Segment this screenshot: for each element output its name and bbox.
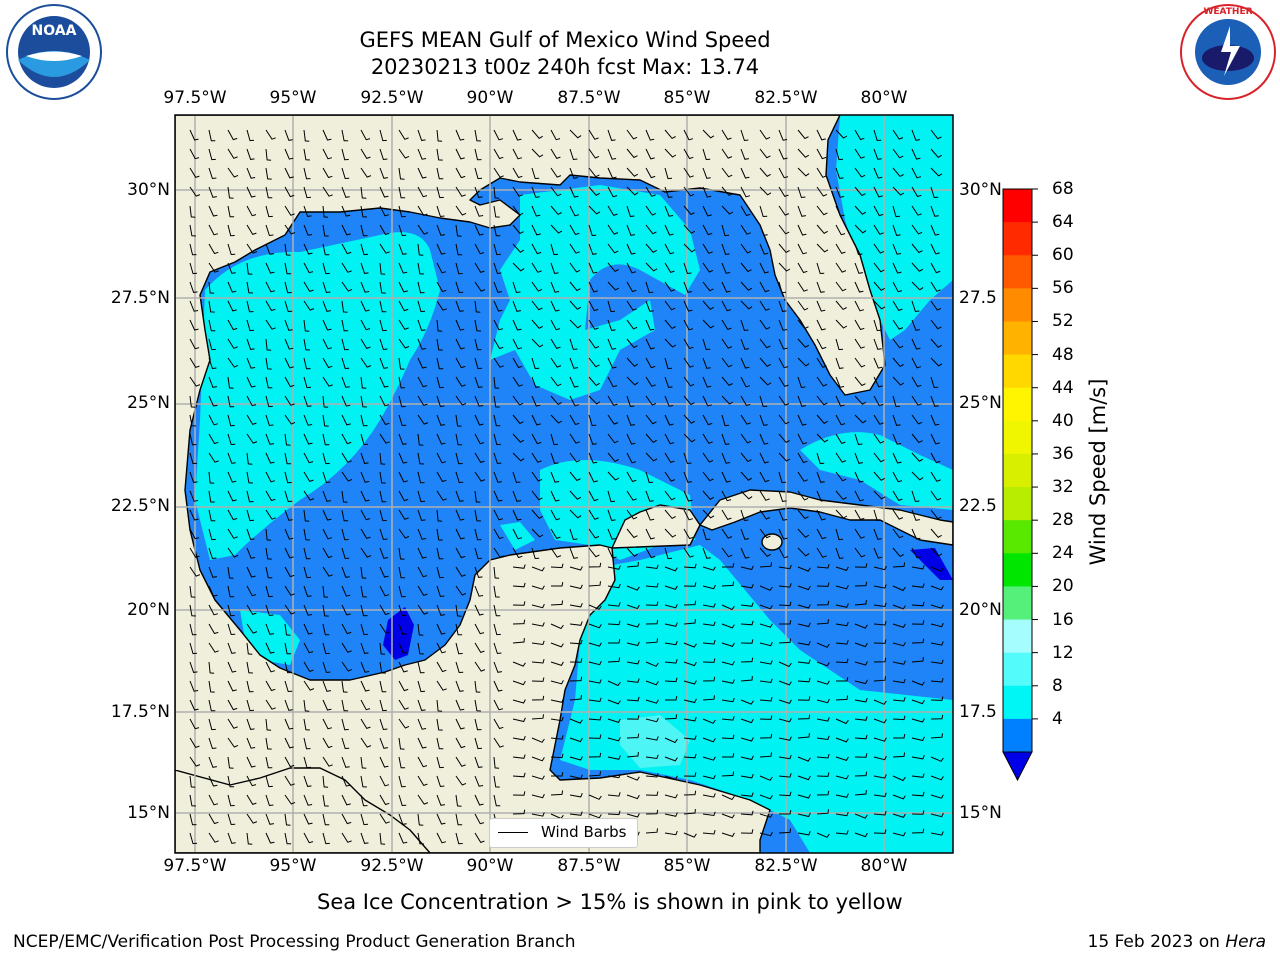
lon-label-bottom: 80°W <box>861 856 908 876</box>
lon-label-top: 90°W <box>467 88 514 108</box>
colorbar-segment <box>1003 222 1032 256</box>
lon-label-bottom: 82.5°W <box>754 856 817 876</box>
lon-label-top: 95°W <box>270 88 317 108</box>
colorbar-segment <box>1003 620 1032 654</box>
lon-label-top: 85°W <box>664 88 711 108</box>
lon-label-bottom: 85°W <box>664 856 711 876</box>
lat-label-right: 22.5 <box>959 496 997 516</box>
colorbar-segment <box>1003 454 1032 488</box>
colorbar-segment <box>1003 586 1032 620</box>
credit-text: NCEP/EMC/Verification Post Processing Pr… <box>13 932 576 952</box>
colorbar-tick-label: 12 <box>1052 643 1074 663</box>
colorbar-tick-label: 64 <box>1052 212 1074 232</box>
lat-label-left: 25°N <box>127 393 170 413</box>
colorbar-tick-label: 40 <box>1052 411 1074 431</box>
lon-label-top: 97.5°W <box>163 88 226 108</box>
colorbar-tick-label: 36 <box>1052 444 1074 464</box>
colorbar-segment <box>1003 487 1032 521</box>
colorbar-tick-label: 68 <box>1052 179 1074 199</box>
colorbar <box>1003 189 1038 780</box>
lon-label-top: 92.5°W <box>360 88 423 108</box>
lat-label-left: 20°N <box>127 600 170 620</box>
lon-label-bottom: 97.5°W <box>163 856 226 876</box>
legend-line-swatch <box>498 832 528 833</box>
lat-label-right: 20°N <box>959 600 1002 620</box>
colorbar-title: Wind Speed [m/s] <box>1086 379 1110 566</box>
colorbar-tick-label: 60 <box>1052 245 1074 265</box>
colorbar-segment <box>1003 653 1032 687</box>
colorbar-segment <box>1003 421 1032 455</box>
colorbar-segment <box>1003 388 1032 422</box>
colorbar-segment <box>1003 520 1032 554</box>
colorbar-tick-label: 16 <box>1052 610 1074 630</box>
colorbar-segment <box>1003 255 1032 289</box>
colorbar-tick-label: 20 <box>1052 576 1074 596</box>
colorbar-segment <box>1003 189 1032 223</box>
colorbar-segment <box>1003 288 1032 322</box>
lat-label-left: 30°N <box>127 180 170 200</box>
legend-label: Wind Barbs <box>541 823 626 841</box>
machine-name: Hera <box>1225 932 1266 952</box>
lon-label-top: 87.5°W <box>557 88 620 108</box>
colorbar-segment <box>1003 321 1032 355</box>
colorbar-tick-label: 44 <box>1052 378 1074 398</box>
lon-label-bottom: 92.5°W <box>360 856 423 876</box>
lon-label-bottom: 87.5°W <box>557 856 620 876</box>
map-legend: Wind Barbs <box>489 818 638 848</box>
lat-label-right: 30°N <box>959 180 1002 200</box>
colorbar-segment <box>1003 355 1032 389</box>
lon-label-bottom: 95°W <box>270 856 317 876</box>
colorbar-tick-label: 28 <box>1052 510 1074 530</box>
colorbar-segment <box>1003 686 1032 720</box>
colorbar-tick-label: 52 <box>1052 311 1074 331</box>
lat-label-left: 27.5°N <box>111 288 170 308</box>
colorbar-tick-label: 8 <box>1052 676 1063 696</box>
colorbar-tick-label: 48 <box>1052 345 1074 365</box>
lat-label-right: 25°N <box>959 393 1002 413</box>
lat-label-right: 17.5 <box>959 702 997 722</box>
lon-label-top: 80°W <box>861 88 908 108</box>
colorbar-extend-arrow <box>1003 752 1032 780</box>
lat-label-left: 17.5°N <box>111 702 170 722</box>
colorbar-tick-label: 32 <box>1052 477 1074 497</box>
date-stamp: 15 Feb 2023 on Hera <box>1088 932 1266 952</box>
lat-label-right: 15°N <box>959 803 1002 823</box>
date-text: 15 Feb 2023 on <box>1088 932 1220 952</box>
lon-label-bottom: 90°W <box>467 856 514 876</box>
sea-ice-note: Sea Ice Concentration > 15% is shown in … <box>317 890 903 914</box>
lon-label-top: 82.5°W <box>754 88 817 108</box>
lat-label-right: 27.5 <box>959 288 997 308</box>
colorbar-tick-label: 24 <box>1052 543 1074 563</box>
lat-label-left: 22.5°N <box>111 496 170 516</box>
colorbar-segment <box>1003 553 1032 587</box>
colorbar-segment <box>1003 719 1032 753</box>
colorbar-tick-label: 56 <box>1052 278 1074 298</box>
lat-label-left: 15°N <box>127 803 170 823</box>
colorbar-tick-label: 4 <box>1052 709 1063 729</box>
